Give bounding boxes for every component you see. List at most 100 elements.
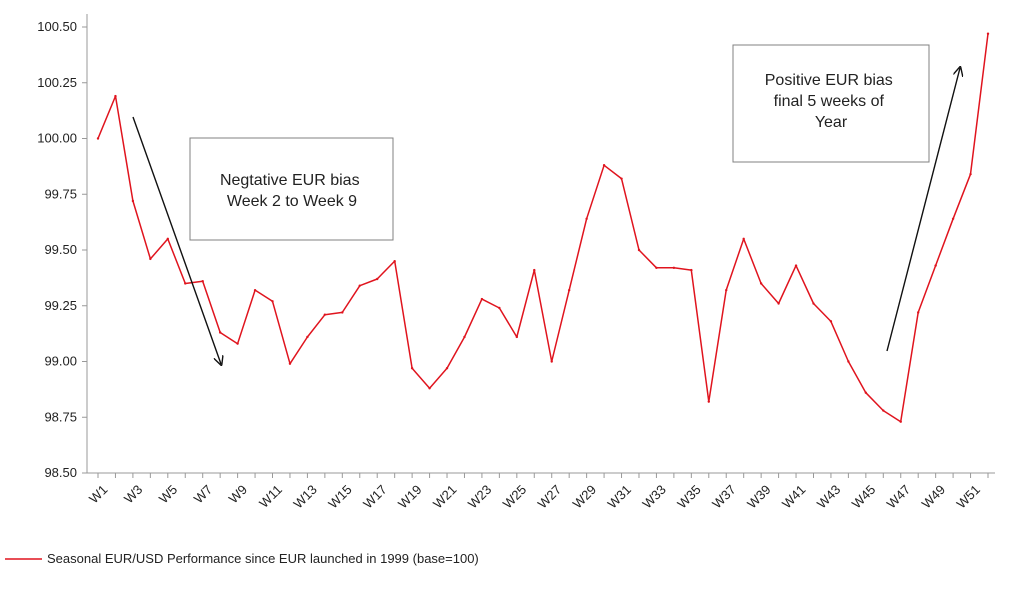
data-point-w49 — [934, 264, 937, 267]
x-tick-label: W49 — [919, 482, 949, 512]
data-point-w19 — [410, 366, 414, 370]
data-point-w8 — [218, 331, 222, 334]
data-point-w36 — [707, 400, 710, 403]
data-point-w15 — [341, 311, 344, 314]
data-point-w3 — [131, 199, 135, 203]
data-point-w12 — [288, 362, 292, 365]
data-point-w13 — [306, 335, 309, 339]
y-tick-label: 98.50 — [44, 465, 77, 480]
x-tick-label: W11 — [256, 482, 285, 511]
x-tick-label: W7 — [191, 482, 215, 506]
x-tick-label: W39 — [744, 482, 774, 512]
data-point-w32 — [637, 248, 641, 252]
positive-bias-line-2: final 5 weeks of — [774, 93, 885, 110]
svg-text:Negtative EUR bias Week: Negtative EUR bias Week 2 to Week 9 — [220, 172, 364, 210]
data-point-w25 — [515, 335, 519, 339]
data-point-w16 — [358, 284, 361, 287]
data-point-w7 — [201, 280, 204, 283]
x-tick-label: W3 — [121, 482, 145, 506]
x-tick-label: W13 — [290, 482, 320, 512]
data-point-w31 — [620, 177, 623, 180]
data-point-w21 — [445, 366, 449, 370]
x-tick-label: W29 — [570, 482, 600, 512]
positive-bias-line-1: Positive EUR bias — [765, 72, 893, 89]
legend-label: Seasonal EUR/USD Performance since EUR l… — [47, 551, 479, 566]
data-point-w51 — [969, 172, 972, 176]
negative-bias-line-1: Negtative EUR bias — [220, 172, 360, 189]
data-point-w17 — [376, 277, 379, 281]
x-tick-label: W37 — [709, 482, 739, 512]
positive-bias-annotation: Positive EUR bias final 5 weeks of Year — [732, 44, 930, 163]
x-tick-label: W47 — [884, 482, 914, 512]
data-point-w1 — [96, 137, 100, 140]
negative-trend-arrow — [132, 116, 221, 364]
data-point-w39 — [759, 282, 763, 285]
x-tick-label: W23 — [465, 482, 495, 512]
negative-bias-line-2: Week 2 to Week 9 — [227, 193, 357, 210]
series-layer — [96, 32, 990, 423]
series-line-eurusd — [97, 33, 989, 423]
y-tick-label: 99.00 — [44, 354, 77, 369]
y-tick-label: 100.50 — [37, 19, 77, 34]
x-tick-label: W33 — [639, 482, 669, 512]
data-point-w33 — [655, 266, 658, 270]
x-axis: W1 W3 W5 W7 W9 W11 W13 W15 W17 W19 W21 W23 W25 W27 W29… — [86, 472, 995, 512]
y-axis: 98.50 98.75 99.00 99.25 99.50 99.75 100.00 100.… — [37, 14, 88, 480]
data-point-w44 — [847, 360, 850, 363]
negative-bias-annotation: Negtative EUR bias Week 2 to Week 9 — [189, 137, 394, 241]
data-point-w28 — [567, 288, 571, 292]
x-tick-label: W25 — [500, 482, 530, 512]
data-point-w45 — [864, 391, 868, 394]
x-tick-label: W21 — [430, 482, 460, 512]
data-point-w22 — [463, 335, 466, 339]
data-point-w52 — [986, 32, 990, 35]
data-point-w11 — [271, 300, 274, 303]
data-point-w42 — [812, 302, 815, 305]
y-tick-label: 99.75 — [44, 186, 77, 201]
data-point-w37 — [725, 288, 728, 292]
positive-trend-arrow — [886, 68, 960, 352]
x-tick-label: W35 — [674, 482, 704, 512]
data-point-w4 — [149, 257, 152, 261]
negative-bias-box — [189, 137, 394, 241]
x-tick-label: W45 — [849, 482, 879, 512]
data-point-w35 — [690, 268, 693, 272]
data-point-w27 — [550, 360, 553, 363]
data-point-w24 — [498, 306, 501, 310]
data-point-w29 — [585, 217, 588, 220]
data-point-w23 — [480, 297, 484, 301]
data-point-w20 — [428, 387, 431, 390]
data-point-w14 — [323, 313, 327, 316]
data-point-w26 — [533, 268, 536, 272]
data-point-w34 — [672, 266, 676, 270]
data-point-w38 — [742, 237, 745, 241]
x-tick-label: W9 — [226, 482, 250, 506]
x-tick-label: W31 — [604, 482, 634, 512]
x-tick-label: W19 — [395, 482, 425, 512]
data-point-w41 — [794, 264, 798, 267]
data-point-w30 — [602, 164, 606, 167]
data-point-w2 — [114, 94, 117, 98]
y-tick-label: 99.50 — [44, 242, 77, 257]
y-tick-label: 98.75 — [44, 409, 77, 424]
data-point-w40 — [777, 302, 780, 305]
positive-bias-line-3: Year — [815, 114, 848, 131]
x-tick-label: W1 — [86, 482, 110, 506]
y-tick-label: 100.00 — [37, 131, 77, 146]
data-point-w47 — [899, 420, 902, 423]
x-tick-label: W51 — [954, 482, 984, 512]
data-point-w6 — [184, 282, 187, 285]
data-point-w48 — [916, 311, 920, 314]
x-tick-label: W27 — [535, 482, 565, 512]
data-point-w9 — [236, 342, 239, 345]
svg-text:Positive EUR bias final: Positive EUR bias final 5 weeks of Year — [765, 72, 898, 131]
x-tick-label: W15 — [325, 482, 355, 512]
data-point-w46 — [882, 409, 885, 412]
x-tick-label: W5 — [156, 482, 180, 506]
data-point-w18 — [393, 259, 396, 263]
data-point-w43 — [829, 320, 833, 323]
x-tick-label: W43 — [814, 482, 844, 512]
x-tick-label: W41 — [779, 482, 809, 512]
positive-bias-box — [732, 44, 930, 163]
